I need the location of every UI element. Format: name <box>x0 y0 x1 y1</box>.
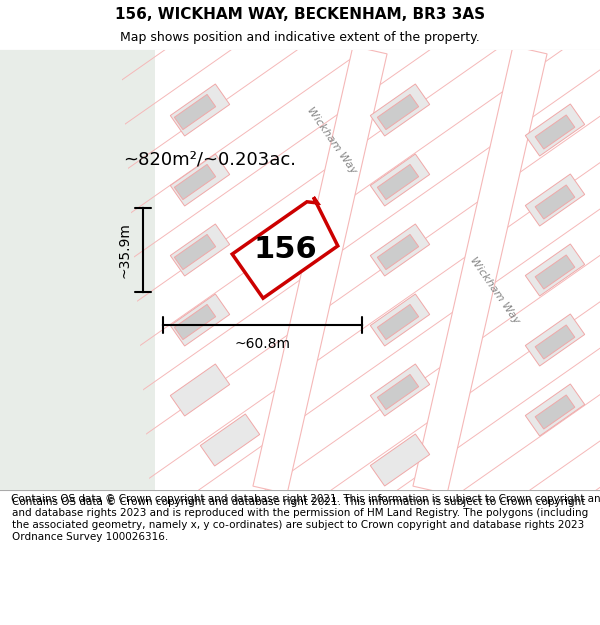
Polygon shape <box>377 374 419 409</box>
Polygon shape <box>370 434 430 486</box>
Text: Contains OS data © Crown copyright and database right 2021. This information is : Contains OS data © Crown copyright and d… <box>12 497 588 541</box>
Polygon shape <box>175 304 215 339</box>
Polygon shape <box>370 84 430 136</box>
Polygon shape <box>0 50 155 490</box>
Polygon shape <box>535 325 575 359</box>
Polygon shape <box>413 46 547 494</box>
Polygon shape <box>377 94 419 129</box>
Text: ~60.8m: ~60.8m <box>235 337 290 351</box>
Polygon shape <box>175 94 215 129</box>
Text: ~35.9m: ~35.9m <box>117 222 131 278</box>
Polygon shape <box>535 185 575 219</box>
Polygon shape <box>370 224 430 276</box>
Polygon shape <box>370 294 430 346</box>
Polygon shape <box>526 244 584 296</box>
Polygon shape <box>370 154 430 206</box>
Polygon shape <box>170 84 230 136</box>
Text: ~820m²/~0.203ac.: ~820m²/~0.203ac. <box>124 151 296 169</box>
Text: 156, WICKHAM WAY, BECKENHAM, BR3 3AS: 156, WICKHAM WAY, BECKENHAM, BR3 3AS <box>115 6 485 21</box>
Polygon shape <box>535 115 575 149</box>
Polygon shape <box>377 234 419 269</box>
Text: 156: 156 <box>253 236 317 264</box>
Polygon shape <box>370 364 430 416</box>
Polygon shape <box>170 224 230 276</box>
Polygon shape <box>377 164 419 199</box>
Polygon shape <box>377 304 419 339</box>
Polygon shape <box>526 174 584 226</box>
Text: Wickham Way: Wickham Way <box>468 255 522 325</box>
Polygon shape <box>526 104 584 156</box>
Polygon shape <box>170 364 230 416</box>
Polygon shape <box>170 294 230 346</box>
Polygon shape <box>175 164 215 199</box>
Text: Wickham Way: Wickham Way <box>305 105 359 175</box>
Polygon shape <box>175 234 215 269</box>
Polygon shape <box>535 255 575 289</box>
Polygon shape <box>526 314 584 366</box>
Text: Map shows position and indicative extent of the property.: Map shows position and indicative extent… <box>120 31 480 44</box>
Polygon shape <box>200 414 260 466</box>
Polygon shape <box>0 50 150 490</box>
Text: Contains OS data © Crown copyright and database right 2021. This information is : Contains OS data © Crown copyright and d… <box>11 494 600 504</box>
Polygon shape <box>535 395 575 429</box>
Polygon shape <box>170 154 230 206</box>
Polygon shape <box>526 384 584 436</box>
Polygon shape <box>253 46 387 494</box>
Polygon shape <box>232 198 338 298</box>
